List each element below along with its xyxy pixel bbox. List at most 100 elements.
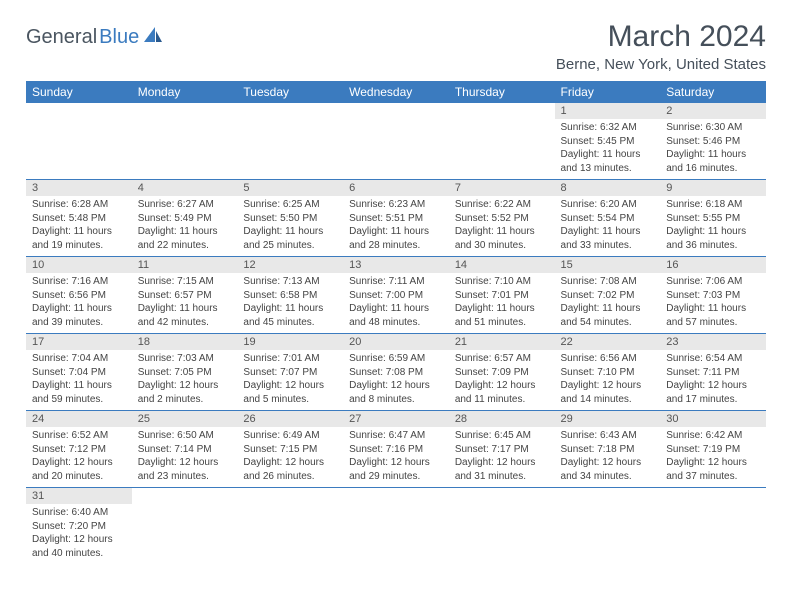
- day-details: Sunrise: 6:20 AMSunset: 5:54 PMDaylight:…: [555, 196, 661, 256]
- calendar-cell: 7Sunrise: 6:22 AMSunset: 5:52 PMDaylight…: [449, 180, 555, 257]
- calendar-cell: [660, 488, 766, 565]
- calendar-cell: 4Sunrise: 6:27 AMSunset: 5:49 PMDaylight…: [132, 180, 238, 257]
- day-number: 11: [132, 257, 238, 273]
- day-number: 22: [555, 334, 661, 350]
- day-details: Sunrise: 6:23 AMSunset: 5:51 PMDaylight:…: [343, 196, 449, 256]
- calendar-cell: 31Sunrise: 6:40 AMSunset: 7:20 PMDayligh…: [26, 488, 132, 565]
- page-title: March 2024: [556, 20, 766, 54]
- day-number: 14: [449, 257, 555, 273]
- day-details: Sunrise: 7:10 AMSunset: 7:01 PMDaylight:…: [449, 273, 555, 333]
- calendar-cell: 1Sunrise: 6:32 AMSunset: 5:45 PMDaylight…: [555, 103, 661, 180]
- day-number: 4: [132, 180, 238, 196]
- calendar-cell: 24Sunrise: 6:52 AMSunset: 7:12 PMDayligh…: [26, 411, 132, 488]
- day-number: 25: [132, 411, 238, 427]
- day-number: 16: [660, 257, 766, 273]
- day-details: Sunrise: 7:03 AMSunset: 7:05 PMDaylight:…: [132, 350, 238, 410]
- calendar-cell: 29Sunrise: 6:43 AMSunset: 7:18 PMDayligh…: [555, 411, 661, 488]
- day-number: 31: [26, 488, 132, 504]
- day-number: 6: [343, 180, 449, 196]
- day-number: 13: [343, 257, 449, 273]
- day-number: 5: [237, 180, 343, 196]
- day-details: Sunrise: 6:28 AMSunset: 5:48 PMDaylight:…: [26, 196, 132, 256]
- day-details: Sunrise: 7:13 AMSunset: 6:58 PMDaylight:…: [237, 273, 343, 333]
- calendar-cell: 16Sunrise: 7:06 AMSunset: 7:03 PMDayligh…: [660, 257, 766, 334]
- calendar-cell: 22Sunrise: 6:56 AMSunset: 7:10 PMDayligh…: [555, 334, 661, 411]
- day-number: 12: [237, 257, 343, 273]
- calendar-cell: [449, 488, 555, 565]
- calendar-cell: 30Sunrise: 6:42 AMSunset: 7:19 PMDayligh…: [660, 411, 766, 488]
- calendar-cell: 11Sunrise: 7:15 AMSunset: 6:57 PMDayligh…: [132, 257, 238, 334]
- day-header: Thursday: [449, 81, 555, 103]
- day-details: Sunrise: 6:56 AMSunset: 7:10 PMDaylight:…: [555, 350, 661, 410]
- day-number: 30: [660, 411, 766, 427]
- logo: General Blue: [26, 20, 163, 49]
- calendar-cell: [26, 103, 132, 180]
- day-number: 3: [26, 180, 132, 196]
- day-details: Sunrise: 7:01 AMSunset: 7:07 PMDaylight:…: [237, 350, 343, 410]
- day-number: 2: [660, 103, 766, 119]
- day-details: Sunrise: 6:32 AMSunset: 5:45 PMDaylight:…: [555, 119, 661, 179]
- day-details: Sunrise: 6:18 AMSunset: 5:55 PMDaylight:…: [660, 196, 766, 256]
- day-details: Sunrise: 6:45 AMSunset: 7:17 PMDaylight:…: [449, 427, 555, 487]
- calendar-cell: [237, 103, 343, 180]
- calendar-cell: 25Sunrise: 6:50 AMSunset: 7:14 PMDayligh…: [132, 411, 238, 488]
- calendar-cell: 27Sunrise: 6:47 AMSunset: 7:16 PMDayligh…: [343, 411, 449, 488]
- calendar-cell: 2Sunrise: 6:30 AMSunset: 5:46 PMDaylight…: [660, 103, 766, 180]
- page-subtitle: Berne, New York, United States: [556, 56, 766, 73]
- day-details: Sunrise: 7:08 AMSunset: 7:02 PMDaylight:…: [555, 273, 661, 333]
- day-details: Sunrise: 6:43 AMSunset: 7:18 PMDaylight:…: [555, 427, 661, 487]
- calendar-cell: 5Sunrise: 6:25 AMSunset: 5:50 PMDaylight…: [237, 180, 343, 257]
- calendar-cell: [449, 103, 555, 180]
- day-details: Sunrise: 6:50 AMSunset: 7:14 PMDaylight:…: [132, 427, 238, 487]
- day-details: Sunrise: 6:27 AMSunset: 5:49 PMDaylight:…: [132, 196, 238, 256]
- day-number: 24: [26, 411, 132, 427]
- day-details: Sunrise: 7:06 AMSunset: 7:03 PMDaylight:…: [660, 273, 766, 333]
- calendar-cell: [132, 488, 238, 565]
- calendar-cell: 26Sunrise: 6:49 AMSunset: 7:15 PMDayligh…: [237, 411, 343, 488]
- day-details: Sunrise: 7:11 AMSunset: 7:00 PMDaylight:…: [343, 273, 449, 333]
- calendar-body: 1Sunrise: 6:32 AMSunset: 5:45 PMDaylight…: [26, 103, 766, 564]
- day-number: 28: [449, 411, 555, 427]
- day-number: 20: [343, 334, 449, 350]
- calendar-cell: [343, 488, 449, 565]
- calendar-cell: 23Sunrise: 6:54 AMSunset: 7:11 PMDayligh…: [660, 334, 766, 411]
- logo-text-dark: General: [26, 26, 97, 49]
- day-number: 15: [555, 257, 661, 273]
- calendar-head: SundayMondayTuesdayWednesdayThursdayFrid…: [26, 81, 766, 103]
- day-header: Wednesday: [343, 81, 449, 103]
- day-details: Sunrise: 6:59 AMSunset: 7:08 PMDaylight:…: [343, 350, 449, 410]
- calendar-cell: 15Sunrise: 7:08 AMSunset: 7:02 PMDayligh…: [555, 257, 661, 334]
- calendar-table: SundayMondayTuesdayWednesdayThursdayFrid…: [26, 81, 766, 564]
- header: General Blue March 2024 Berne, New York,…: [26, 20, 766, 73]
- day-number: 1: [555, 103, 661, 119]
- calendar-cell: 12Sunrise: 7:13 AMSunset: 6:58 PMDayligh…: [237, 257, 343, 334]
- day-details: Sunrise: 6:42 AMSunset: 7:19 PMDaylight:…: [660, 427, 766, 487]
- calendar-cell: 19Sunrise: 7:01 AMSunset: 7:07 PMDayligh…: [237, 334, 343, 411]
- day-details: Sunrise: 7:16 AMSunset: 6:56 PMDaylight:…: [26, 273, 132, 333]
- day-number: 9: [660, 180, 766, 196]
- calendar-cell: [555, 488, 661, 565]
- calendar-cell: 28Sunrise: 6:45 AMSunset: 7:17 PMDayligh…: [449, 411, 555, 488]
- day-number: 29: [555, 411, 661, 427]
- sail-icon: [143, 26, 163, 49]
- logo-text-blue: Blue: [99, 26, 139, 49]
- day-details: Sunrise: 6:40 AMSunset: 7:20 PMDaylight:…: [26, 504, 132, 564]
- day-details: Sunrise: 6:25 AMSunset: 5:50 PMDaylight:…: [237, 196, 343, 256]
- calendar-cell: [132, 103, 238, 180]
- day-details: Sunrise: 6:30 AMSunset: 5:46 PMDaylight:…: [660, 119, 766, 179]
- calendar-cell: 8Sunrise: 6:20 AMSunset: 5:54 PMDaylight…: [555, 180, 661, 257]
- day-number: 26: [237, 411, 343, 427]
- day-header: Monday: [132, 81, 238, 103]
- calendar-cell: 18Sunrise: 7:03 AMSunset: 7:05 PMDayligh…: [132, 334, 238, 411]
- calendar-cell: 17Sunrise: 7:04 AMSunset: 7:04 PMDayligh…: [26, 334, 132, 411]
- day-details: Sunrise: 6:57 AMSunset: 7:09 PMDaylight:…: [449, 350, 555, 410]
- calendar-cell: 13Sunrise: 7:11 AMSunset: 7:00 PMDayligh…: [343, 257, 449, 334]
- day-number: 18: [132, 334, 238, 350]
- day-header: Saturday: [660, 81, 766, 103]
- day-number: 7: [449, 180, 555, 196]
- day-number: 17: [26, 334, 132, 350]
- day-details: Sunrise: 6:54 AMSunset: 7:11 PMDaylight:…: [660, 350, 766, 410]
- day-number: 10: [26, 257, 132, 273]
- calendar-cell: 20Sunrise: 6:59 AMSunset: 7:08 PMDayligh…: [343, 334, 449, 411]
- calendar-cell: 21Sunrise: 6:57 AMSunset: 7:09 PMDayligh…: [449, 334, 555, 411]
